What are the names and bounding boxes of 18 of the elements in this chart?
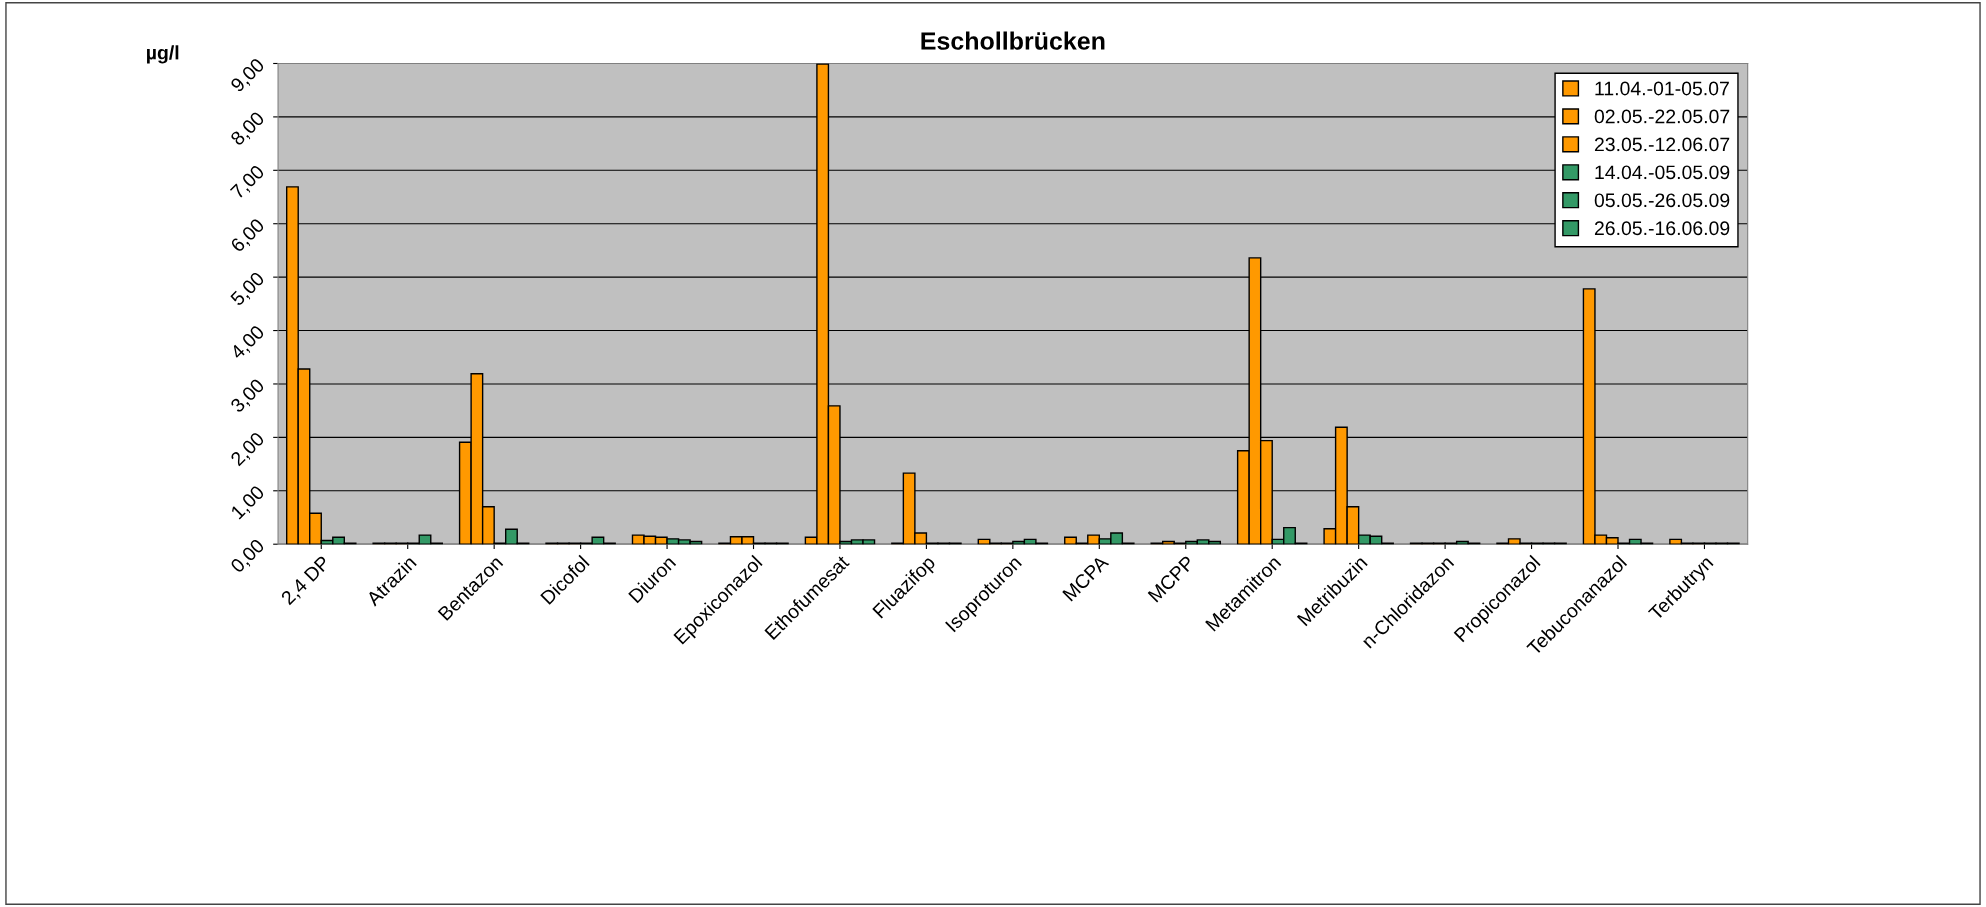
- y-tick-label: 5,00: [229, 270, 267, 309]
- chart-title: Eschollbrücken: [921, 31, 1105, 50]
- legend-label: 02.05.-22.05.07: [1594, 109, 1730, 124]
- y-tick-label: 3,00: [229, 377, 267, 415]
- legend-label: 05.05.-26.05.09: [1594, 193, 1730, 208]
- y-tick-label: 9,00: [229, 57, 267, 95]
- legend-label: 26.05.-16.06.09: [1594, 221, 1730, 236]
- y-axis-title: µg/l: [147, 45, 179, 64]
- y-tick-label: 6,00: [229, 217, 267, 255]
- legend-label: 23.05.-12.06.07: [1594, 137, 1730, 152]
- legend-label: 11.04.-01-05.07: [1595, 81, 1729, 96]
- y-tick-label: 7,00: [229, 164, 267, 202]
- y-tick-label: 2,00: [229, 431, 267, 469]
- y-tick-label: 0,00: [229, 538, 267, 576]
- y-tick-label: 8,00: [229, 110, 267, 148]
- legend-label: 14.04.-05.05.09: [1595, 165, 1730, 180]
- x-tick-label: 2,4 DP: [280, 555, 333, 607]
- y-tick-label: 4,00: [229, 324, 267, 362]
